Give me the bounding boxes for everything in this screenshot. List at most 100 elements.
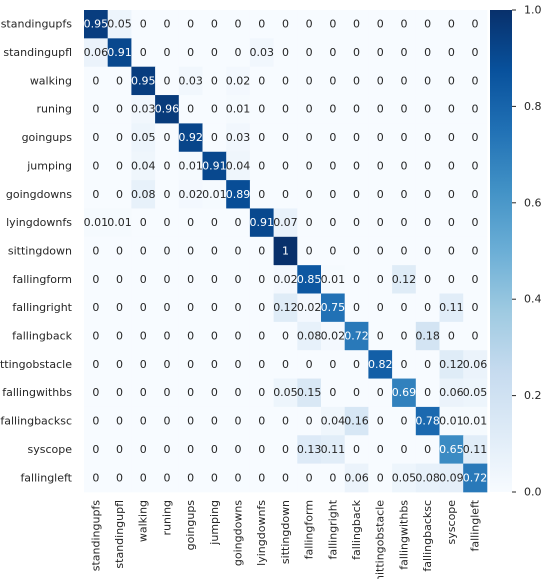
heatmap-cell [226, 435, 251, 464]
heatmap-cell [344, 463, 369, 493]
heatmap-cell [273, 38, 298, 68]
heatmap-cell [273, 321, 298, 351]
cell-value-label: 0 [424, 443, 431, 456]
heatmap-cell [463, 10, 488, 39]
heatmap-cell [392, 293, 417, 323]
cell-value-label: 0 [163, 301, 170, 314]
cell-value-label: 0 [377, 103, 384, 116]
cell-value-label: 0 [211, 273, 218, 286]
cell-value-label: 0 [377, 386, 384, 399]
cell-value-label: 0.09 [439, 471, 464, 484]
heatmap-cell [178, 38, 203, 68]
heatmap-cell [202, 463, 227, 493]
cell-value-label: 0 [235, 471, 242, 484]
cell-value-label: 0 [400, 74, 407, 87]
heatmap-cell [107, 180, 132, 209]
cell-value-label: 0 [187, 358, 194, 371]
heatmap-cell [155, 180, 180, 209]
cell-value-label: 0 [400, 103, 407, 116]
heatmap-cell [273, 151, 298, 181]
heatmap-cell [344, 66, 369, 96]
heatmap-cell [297, 463, 322, 493]
cell-value-label: 0.02 [226, 74, 251, 87]
cell-value-label: 0 [116, 301, 123, 314]
heatmap-cell [107, 435, 132, 464]
cell-value-label: 0 [92, 103, 99, 116]
cell-value-label: 0 [377, 188, 384, 201]
heatmap-cell [131, 95, 156, 124]
heatmap-cell [297, 95, 322, 124]
heatmap-cell [178, 265, 203, 294]
cell-value-label: 0 [116, 159, 123, 172]
heatmap-cell [202, 378, 227, 408]
heatmap-cell [107, 265, 132, 294]
cell-value-label: 0 [306, 471, 313, 484]
cell-value-label: 0 [329, 471, 336, 484]
colorbar-tick-label: 0.0 [524, 486, 542, 499]
heatmap-cell [344, 123, 369, 153]
cell-value-label: 0.06 [463, 358, 488, 371]
heatmap-cell [344, 236, 369, 266]
cell-value-label: 0 [211, 18, 218, 31]
heatmap-cell [439, 38, 464, 68]
heatmap-cell [249, 378, 274, 408]
cell-value-label: 0 [211, 415, 218, 428]
heatmap-cell [392, 406, 417, 436]
heatmap-cell [107, 236, 132, 266]
cell-value-label: 0 [187, 415, 194, 428]
cell-value-label: 0 [92, 471, 99, 484]
cell-value-label: 0 [472, 103, 479, 116]
cell-value-label: 0 [377, 415, 384, 428]
heatmap-cell [84, 350, 109, 379]
heatmap-cell [84, 123, 109, 153]
heatmap-cell [84, 208, 109, 238]
heatmap-cell [463, 208, 488, 238]
cell-value-label: 0 [424, 74, 431, 87]
heatmap-cell [463, 293, 488, 323]
cell-value-label: 0.08 [415, 471, 440, 484]
cell-value-label: 0 [400, 18, 407, 31]
heatmap-cell [463, 406, 488, 436]
cell-value-label: 0 [258, 159, 265, 172]
colorbar-tick-label: 0.2 [524, 389, 542, 402]
heatmap-cell [107, 321, 132, 351]
heatmap-cell [368, 236, 393, 266]
heatmap-cell [202, 293, 227, 323]
heatmap-cell [463, 321, 488, 351]
cell-value-label: 0 [258, 188, 265, 201]
heatmap-cell [226, 321, 251, 351]
heatmap-cell [439, 321, 464, 351]
cell-value-label: 0 [353, 273, 360, 286]
heatmap-cell [178, 236, 203, 266]
heatmap-cell [415, 180, 440, 209]
heatmap-cell [131, 151, 156, 181]
cell-value-label: 0 [163, 46, 170, 59]
cell-value-label: 0 [282, 46, 289, 59]
cell-value-label: 0.03 [131, 103, 156, 116]
cell-value-label: 0 [140, 386, 147, 399]
heatmap-cell [249, 463, 274, 493]
heatmap-cell [131, 236, 156, 266]
cell-value-label: 0.89 [226, 188, 251, 201]
cell-value-label: 0 [92, 443, 99, 456]
cell-value-label: 0 [92, 131, 99, 144]
cell-value-label: 0 [235, 301, 242, 314]
heatmap-cell [439, 293, 464, 323]
x-tick-label: fallingform [303, 500, 316, 559]
cell-value-label: 0 [163, 330, 170, 343]
cell-value-label: 0.06 [439, 386, 464, 399]
cell-value-label: 0 [448, 46, 455, 59]
cell-value-label: 0 [235, 244, 242, 257]
cell-value-label: 0 [424, 188, 431, 201]
x-tick-label: sittingdown [279, 500, 292, 564]
cell-value-label: 0 [163, 386, 170, 399]
cell-value-label: 0 [235, 443, 242, 456]
cell-value-label: 0.05 [107, 18, 132, 31]
heatmap-cell [297, 378, 322, 408]
cell-value-label: 0.01 [463, 415, 488, 428]
heatmap-cell [226, 38, 251, 68]
heatmap-cell [202, 151, 227, 181]
heatmap-cell [321, 378, 346, 408]
heatmap-cell [84, 406, 109, 436]
y-tick-label: fallingbacksc [0, 415, 72, 428]
